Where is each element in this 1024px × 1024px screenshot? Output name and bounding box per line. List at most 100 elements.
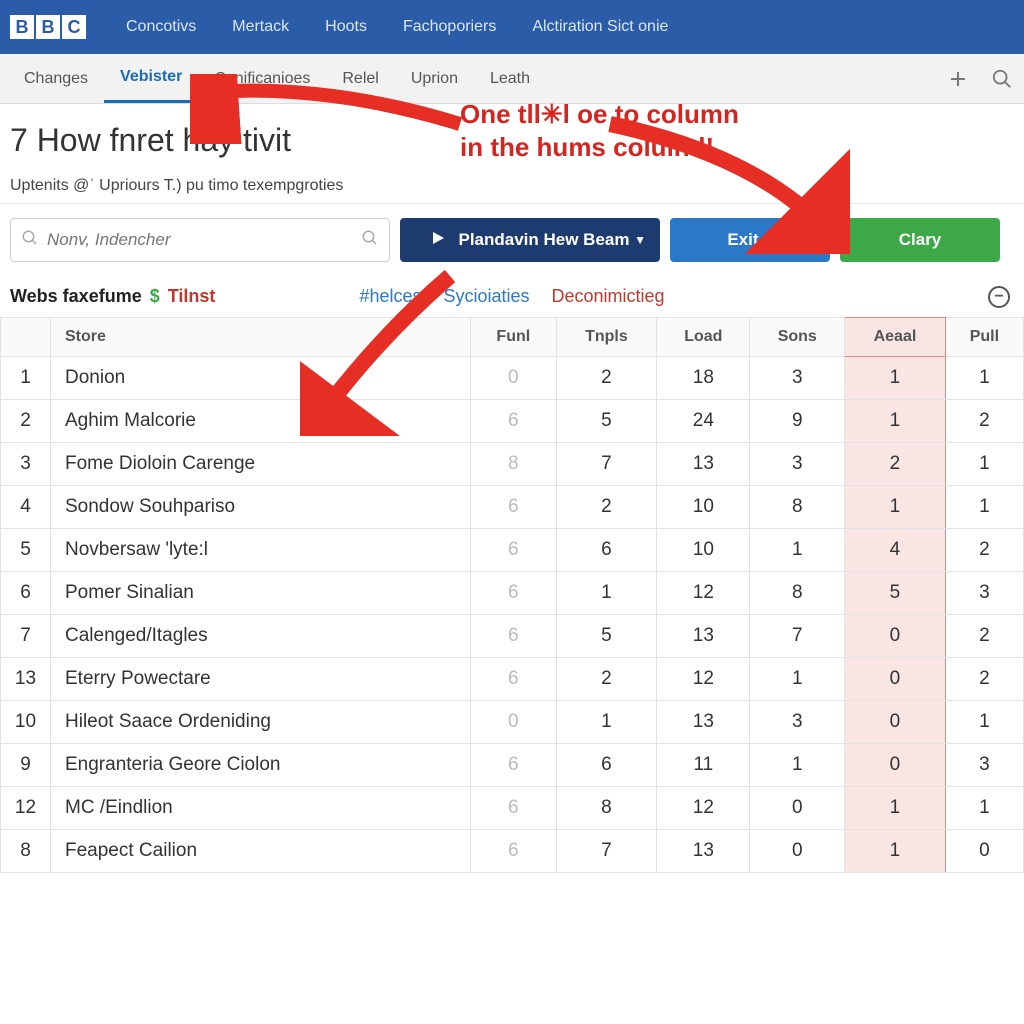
table-row[interactable]: 13Eterry Powectare6212102 [1, 658, 1024, 701]
cell-sons: 1 [750, 529, 845, 572]
tab-conificanioes[interactable]: Conificanioes [198, 54, 326, 103]
primary-action-label: Plandavin Hew Beam [458, 230, 629, 250]
cell-funl: 6 [471, 658, 557, 701]
col-sons[interactable]: Sons [750, 318, 845, 357]
filter-link-helces[interactable]: #helces [359, 286, 421, 307]
row-index: 3 [1, 443, 51, 486]
topnav-item-0[interactable]: Concotivs [108, 18, 214, 36]
col-load[interactable]: Load [657, 318, 750, 357]
collapse-icon[interactable]: − [988, 286, 1010, 308]
filter-link-deconimictieg[interactable]: Deconimictieg [552, 286, 665, 307]
tab-relel[interactable]: Relel [326, 54, 394, 103]
action-row: Plandavin Hew Beam ▼ Exit... Clary [0, 204, 1024, 276]
table-row[interactable]: 2Aghim Malcorie6524912 [1, 400, 1024, 443]
tab-uprion[interactable]: Uprion [395, 54, 474, 103]
search-icon[interactable] [990, 67, 1014, 91]
page-subheading: Uptenits @ˈ Upriours T.) pu timo texempg… [0, 169, 1024, 204]
exit-button-label: Exit... [727, 230, 772, 250]
cell-aeaal: 1 [845, 830, 946, 873]
table-row[interactable]: 7Calenged/Itagles6513702 [1, 615, 1024, 658]
cell-aeaal: 1 [845, 486, 946, 529]
table-row[interactable]: 1Donion0218311 [1, 357, 1024, 400]
cell-funl: 6 [471, 830, 557, 873]
brand-logo[interactable]: B B C [10, 15, 88, 39]
cell-aeaal: 4 [845, 529, 946, 572]
table-header-row: Store Funl Tnpls Load Sons Aeaal Pull [1, 318, 1024, 357]
table-row[interactable]: 9Engranteria Geore Ciolon6611103 [1, 744, 1024, 787]
cell-pull: 2 [945, 529, 1023, 572]
table-row[interactable]: 5Novbersaw 'lyte:l6610142 [1, 529, 1024, 572]
cell-aeaal: 2 [845, 443, 946, 486]
topnav-item-3[interactable]: Fachoporiers [385, 18, 514, 36]
row-store: Novbersaw 'lyte:l [51, 529, 471, 572]
cell-tnpls: 5 [556, 615, 657, 658]
cell-sons: 0 [750, 787, 845, 830]
row-index: 4 [1, 486, 51, 529]
cell-funl: 6 [471, 744, 557, 787]
cell-load: 10 [657, 486, 750, 529]
topnav-item-2[interactable]: Hoots [307, 18, 385, 36]
col-aeaal[interactable]: Aeaal [845, 318, 946, 357]
col-store[interactable]: Store [51, 318, 471, 357]
cell-funl: 6 [471, 486, 557, 529]
tab-vebister[interactable]: Vebister [104, 54, 198, 103]
cell-aeaal: 1 [845, 787, 946, 830]
col-tnpls[interactable]: Tnpls [556, 318, 657, 357]
row-store: Donion [51, 357, 471, 400]
cell-sons: 0 [750, 830, 845, 873]
filter-link-sycioiaties[interactable]: Sycioiaties [443, 286, 529, 307]
cell-tnpls: 5 [556, 400, 657, 443]
table-row[interactable]: 6Pomer Sinalian6112853 [1, 572, 1024, 615]
cell-aeaal: 0 [845, 658, 946, 701]
cell-load: 12 [657, 787, 750, 830]
search-input-wrapper[interactable] [10, 218, 390, 262]
col-pull[interactable]: Pull [945, 318, 1023, 357]
cell-funl: 0 [471, 357, 557, 400]
data-table: Store Funl Tnpls Load Sons Aeaal Pull 1D… [0, 317, 1024, 873]
cell-tnpls: 2 [556, 357, 657, 400]
cell-load: 13 [657, 830, 750, 873]
col-funl[interactable]: Funl [471, 318, 557, 357]
tab-changes[interactable]: Changes [8, 54, 104, 103]
cell-sons: 3 [750, 357, 845, 400]
clary-button[interactable]: Clary [840, 218, 1000, 262]
row-store: Eterry Powectare [51, 658, 471, 701]
row-index: 6 [1, 572, 51, 615]
row-store: Hileot Saace Ordeniding [51, 701, 471, 744]
table-row[interactable]: 3Fome Dioloin Carenge8713321 [1, 443, 1024, 486]
cell-sons: 9 [750, 400, 845, 443]
cell-aeaal: 1 [845, 400, 946, 443]
tab-leath[interactable]: Leath [474, 54, 546, 103]
filter-link-tilnst[interactable]: Tilnst [168, 286, 216, 307]
cell-pull: 3 [945, 572, 1023, 615]
table-row[interactable]: 4Sondow Souhpariso6210811 [1, 486, 1024, 529]
cell-tnpls: 6 [556, 529, 657, 572]
cell-load: 12 [657, 572, 750, 615]
row-index: 8 [1, 830, 51, 873]
cell-sons: 1 [750, 744, 845, 787]
table-row[interactable]: 12MC /Eindlion6812011 [1, 787, 1024, 830]
logo-c: C [62, 15, 86, 39]
exit-button[interactable]: Exit... [670, 218, 830, 262]
search-input[interactable] [47, 230, 353, 250]
row-store: Sondow Souhpariso [51, 486, 471, 529]
cell-pull: 1 [945, 486, 1023, 529]
dollar-icon: $ [150, 286, 160, 307]
search-input-right-icon[interactable] [361, 229, 379, 252]
topnav-item-4[interactable]: Alctiration Sict onie [514, 18, 686, 36]
table-row[interactable]: 10Hileot Saace Ordeniding0113301 [1, 701, 1024, 744]
topnav-item-1[interactable]: Mertack [214, 18, 307, 36]
cell-pull: 1 [945, 443, 1023, 486]
table-row[interactable]: 8Feapect Cailion6713010 [1, 830, 1024, 873]
primary-action-button[interactable]: Plandavin Hew Beam ▼ [400, 218, 660, 262]
col-num[interactable] [1, 318, 51, 357]
cell-pull: 1 [945, 787, 1023, 830]
search-input-left-icon [21, 229, 39, 252]
cell-tnpls: 2 [556, 486, 657, 529]
cell-aeaal: 5 [845, 572, 946, 615]
cell-aeaal: 0 [845, 744, 946, 787]
cell-funl: 6 [471, 572, 557, 615]
cell-pull: 1 [945, 701, 1023, 744]
new-tab-icon[interactable] [946, 67, 970, 91]
row-index: 1 [1, 357, 51, 400]
